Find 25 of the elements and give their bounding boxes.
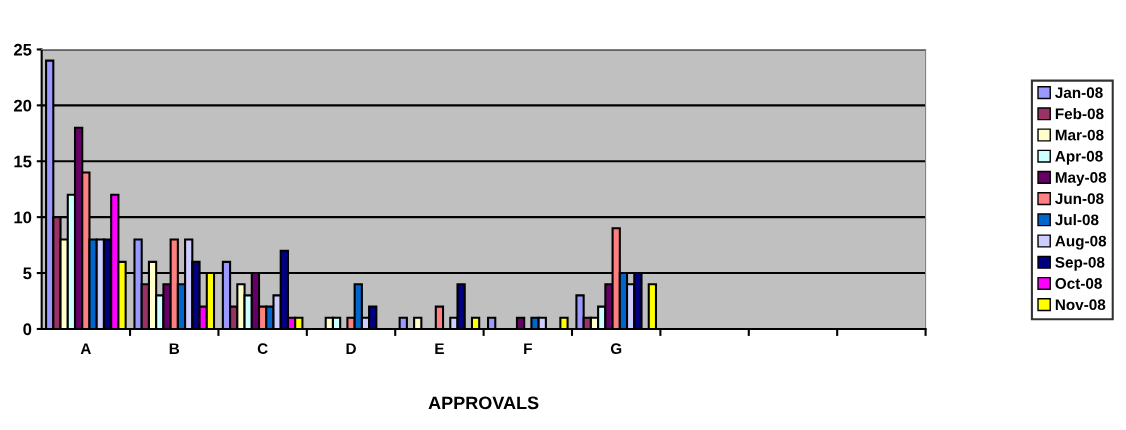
legend-label: May-08 bbox=[1055, 172, 1107, 186]
x-tick-label: F bbox=[524, 343, 532, 354]
legend-label: Oct-08 bbox=[1055, 278, 1102, 289]
legend-label: Apr-08 bbox=[1055, 150, 1103, 165]
legend-label: Aug-08 bbox=[1055, 235, 1107, 250]
legend-label: Jun-08 bbox=[1055, 193, 1104, 205]
x-tick-label: A bbox=[80, 343, 91, 354]
y-tick-label: 15 bbox=[14, 155, 32, 168]
x-tick-label: B bbox=[169, 343, 180, 354]
legend-label: Jan-08 bbox=[1055, 87, 1103, 99]
y-tick-label: 25 bbox=[13, 43, 32, 56]
legend-label: Feb-08 bbox=[1055, 108, 1104, 120]
legend-label: Mar-08 bbox=[1055, 129, 1104, 141]
y-tick-label: 5 bbox=[23, 267, 32, 280]
x-tick-label: C bbox=[257, 343, 268, 355]
y-tick-label: 0 bbox=[23, 323, 32, 336]
legend-label: Sep-08 bbox=[1055, 256, 1105, 271]
x-tick-label: E bbox=[435, 343, 444, 354]
legend-label: Jul-08 bbox=[1055, 214, 1099, 226]
y-tick-label: 20 bbox=[13, 99, 32, 112]
x-axis-title: APPROVALS bbox=[428, 396, 539, 410]
x-tick-label: D bbox=[346, 343, 356, 354]
x-tick-label: G bbox=[610, 343, 622, 355]
y-tick-label: 10 bbox=[14, 211, 32, 224]
legend-label: Nov-08 bbox=[1055, 299, 1106, 311]
